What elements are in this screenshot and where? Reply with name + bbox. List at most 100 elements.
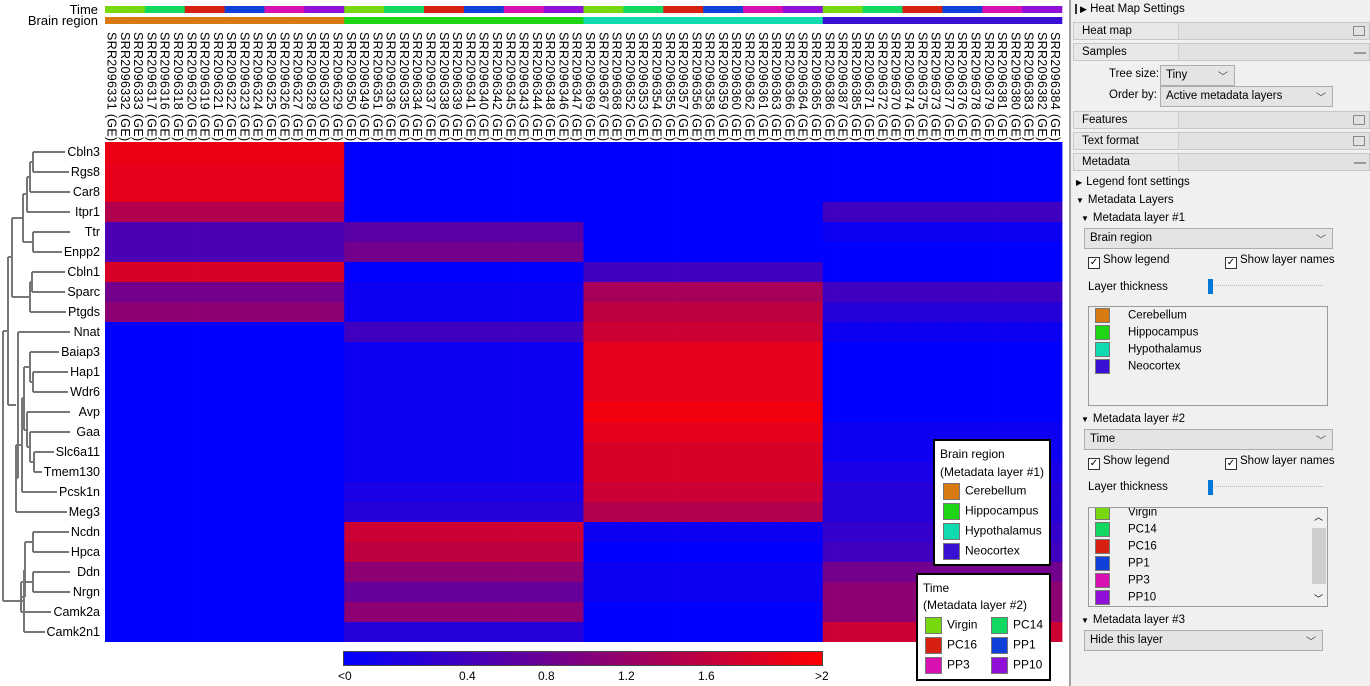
layer-color-item[interactable]: PP1 [1095,556,1150,571]
region-bar-cell [862,17,877,24]
layer-color-item[interactable]: PP3 [1095,573,1150,588]
heatmap-cell [743,302,757,323]
heatmap-cell [1048,362,1063,383]
heatmap-cell [663,302,677,323]
layer-color-item[interactable]: Virgin [1095,508,1157,520]
expand-icon[interactable] [1353,136,1365,146]
panel-header[interactable]: ▶ Heat Map Settings [1075,3,1185,15]
heatmap-cell [583,322,598,343]
layer-color-item[interactable]: Cerebellum [1095,308,1187,323]
heatmap-cell [158,222,172,243]
layer1-color-list[interactable]: Neocortex Hypothalamus Hippocampus Cerebell… [1088,306,1328,406]
layer-color-item[interactable]: Hippocampus [1095,325,1198,340]
metadata-layers-toggle[interactable]: ▼ Metadata Layers [1076,194,1174,206]
tree-size-dropdown[interactable]: Tiny ﹀ [1160,65,1235,86]
section-heat-map[interactable]: Heat map [1073,22,1370,40]
heatmap-cell [317,622,332,642]
expand-icon[interactable] [1353,115,1365,125]
heatmap-cell [809,542,824,563]
layer2-dropdown[interactable]: Time ﹀ [1084,429,1333,450]
color-swatch[interactable] [1095,573,1110,588]
heatmap-cell [649,582,664,603]
heatmap-cell [862,302,877,323]
legend-item: PP1 [991,637,1036,654]
layer-color-item[interactable]: Neocortex [1095,359,1180,374]
layer-color-item[interactable]: Hypothalamus [1095,342,1202,357]
color-swatch[interactable] [1095,308,1110,323]
layer1-dropdown[interactable]: Brain region ﹀ [1084,228,1333,249]
layer2-toggle[interactable]: ▼ Metadata layer #2 [1081,413,1185,425]
layer3-toggle[interactable]: ▼ Metadata layer #3 [1081,614,1185,626]
heatmap-cell [822,562,837,583]
heatmap-cell [995,322,1010,343]
legend-font-settings-toggle[interactable]: ▶ Legend font settings [1076,176,1190,188]
time-bar-cell [144,6,159,13]
section-text-format[interactable]: Text format [1073,132,1370,150]
scroll-up-icon: ︿ [1314,512,1324,522]
color-swatch[interactable] [1095,359,1110,374]
heatmap-cell [490,242,505,263]
heatmap-cell [716,542,731,563]
heatmap-cell [1022,302,1036,323]
heatmap-cell [556,522,571,543]
heatmap-cell [357,542,372,563]
heatmap-cell [729,302,744,323]
scrollbar-thumb[interactable] [1312,528,1326,584]
layer1-toggle[interactable]: ▼ Metadata layer #1 [1081,212,1185,224]
heatmap-cell [251,482,265,503]
section-samples[interactable]: Samples [1073,43,1370,61]
section-metadata[interactable]: Metadata [1073,153,1370,171]
color-swatch[interactable] [1095,539,1110,554]
color-swatch[interactable] [1095,522,1110,537]
heatmap-cell [517,502,531,523]
sample-label: SRR2096350 (GE) [343,32,358,142]
heatmap-cell [756,522,770,543]
list-scrollbar[interactable]: ︿ ﹀ [1311,508,1327,606]
heatmap-cell [929,222,943,243]
heatmap-cell [131,222,146,243]
heatmap-cell [171,482,186,503]
heatmap-cell [1022,202,1036,223]
layer2-color-list[interactable]: PP10 PP3 PP1 PC16 PC14 Virgin ︿ ﹀ [1088,507,1328,607]
heatmap-cell [463,582,478,603]
heatmap-cell [596,402,611,423]
layer-color-item[interactable]: PC16 [1095,539,1157,554]
heatmap-cell [636,242,651,263]
color-swatch[interactable] [1095,556,1110,571]
heatmap-cell [118,522,132,543]
color-swatch[interactable] [1095,590,1110,605]
heatmap-cell [556,262,571,283]
color-swatch[interactable] [1095,325,1110,340]
heatmap-cell [437,362,451,383]
time-bar-cell [237,6,252,13]
region-bar-cell [477,17,491,24]
order-by-dropdown[interactable]: Active metadata layers ﹀ [1160,86,1333,107]
layer2-show-layer-names-checkbox[interactable]: ✓ Show layer names [1225,455,1335,470]
section-features[interactable]: Features [1073,111,1370,129]
layer2-show-legend-checkbox[interactable]: ✓ Show legend [1088,455,1170,470]
region-bar-cell [676,17,691,24]
heatmap-cell [756,602,770,623]
heatmap-cell [889,142,903,163]
layer-color-item[interactable]: PC14 [1095,522,1157,537]
heatmap-cell [171,402,186,423]
expand-icon[interactable] [1353,26,1365,36]
heatmap-cell [995,402,1010,423]
layer-color-item[interactable]: PP10 [1095,590,1156,605]
heatmap-cell [968,322,983,343]
time-bar-cell [410,6,425,13]
heatmap-cell [397,502,412,523]
color-swatch[interactable] [1095,508,1110,520]
heatmap-cell [277,302,292,323]
layer1-show-legend-checkbox[interactable]: ✓ Show legend [1088,254,1170,269]
collapse-icon[interactable] [1354,52,1366,54]
layer3-dropdown[interactable]: Hide this layer ﹀ [1084,630,1323,651]
heatmap-cell [317,522,332,543]
heatmap-cell [716,202,731,223]
heatmap-cell [902,262,917,283]
color-swatch[interactable] [1095,342,1110,357]
heatmap-cell [517,562,531,583]
heatmap-cell [437,442,451,463]
layer1-show-layer-names-checkbox[interactable]: ✓ Show layer names [1225,254,1335,269]
collapse-icon[interactable] [1354,162,1366,164]
